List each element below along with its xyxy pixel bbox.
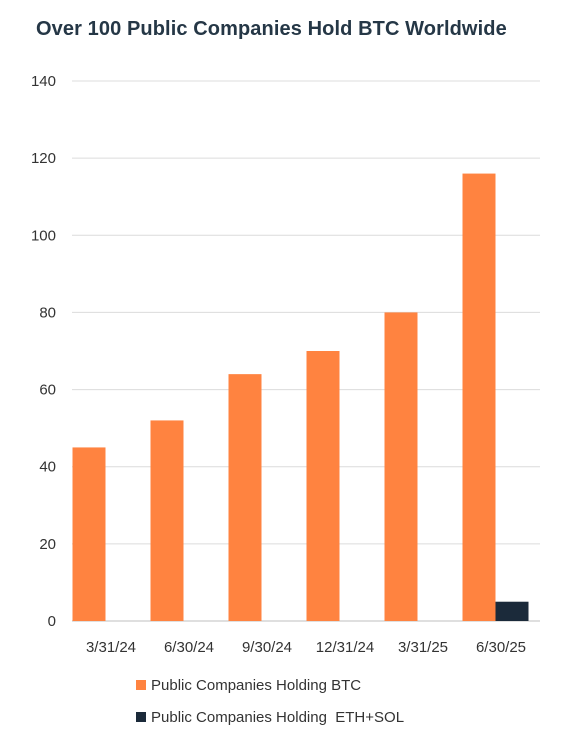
y-tick-label-100: 100 — [31, 227, 56, 244]
y-tick-label-0: 0 — [48, 613, 56, 630]
x-tick-label-9-30-24: 9/30/24 — [242, 639, 292, 656]
bar-btc-3-31-25 — [384, 312, 418, 621]
legend-swatch-btc — [136, 680, 146, 690]
y-tick-label-80: 80 — [39, 304, 56, 321]
bar-btc-12-31-24 — [306, 351, 340, 621]
x-tick-label-6-30-25: 6/30/25 — [476, 639, 526, 656]
chart-title: Over 100 Public Companies Hold BTC World… — [36, 18, 507, 40]
y-tick-label-20: 20 — [39, 536, 56, 553]
x-tick-label-6-30-24: 6/30/24 — [164, 639, 214, 656]
bar-btc-9-30-24 — [228, 374, 262, 621]
x-axis-ticks: 3/31/24 6/30/24 9/30/24 12/31/24 3/31/25 6/30… — [86, 639, 526, 656]
legend-swatch-eth-sol — [136, 712, 146, 722]
y-axis-ticks: 0 20 40 60 80 100 120 140 — [31, 73, 56, 630]
bar-chart: 0 20 40 60 80 100 120 140 3/31/24 6/30/24 9/30/24… — [31, 73, 540, 656]
x-tick-label-3-31-24: 3/31/24 — [86, 639, 136, 656]
bar-btc-6-30-24 — [150, 420, 184, 621]
grid-lines — [72, 80, 540, 622]
y-tick-label-40: 40 — [39, 459, 56, 476]
bar-btc-6-30-25 — [462, 173, 496, 622]
legend-item-btc: Public Companies Holding BTC — [136, 677, 361, 694]
legend-item-eth-sol: Public Companies Holding ETH+SOL — [136, 709, 404, 726]
y-tick-label-140: 140 — [31, 73, 56, 90]
y-tick-label-60: 60 — [39, 382, 56, 399]
bar-eth-sol-6-30-25 — [495, 601, 529, 621]
legend-label-eth-sol: Public Companies Holding ETH+SOL — [151, 709, 405, 726]
legend-label-btc: Public Companies Holding BTC — [151, 677, 362, 694]
y-tick-label-120: 120 — [31, 150, 56, 167]
bars — [72, 173, 529, 622]
x-tick-label-12-31-24: 12/31/24 — [316, 639, 374, 656]
x-tick-label-3-31-25: 3/31/25 — [398, 639, 448, 656]
bar-btc-3-31-24 — [72, 447, 106, 621]
